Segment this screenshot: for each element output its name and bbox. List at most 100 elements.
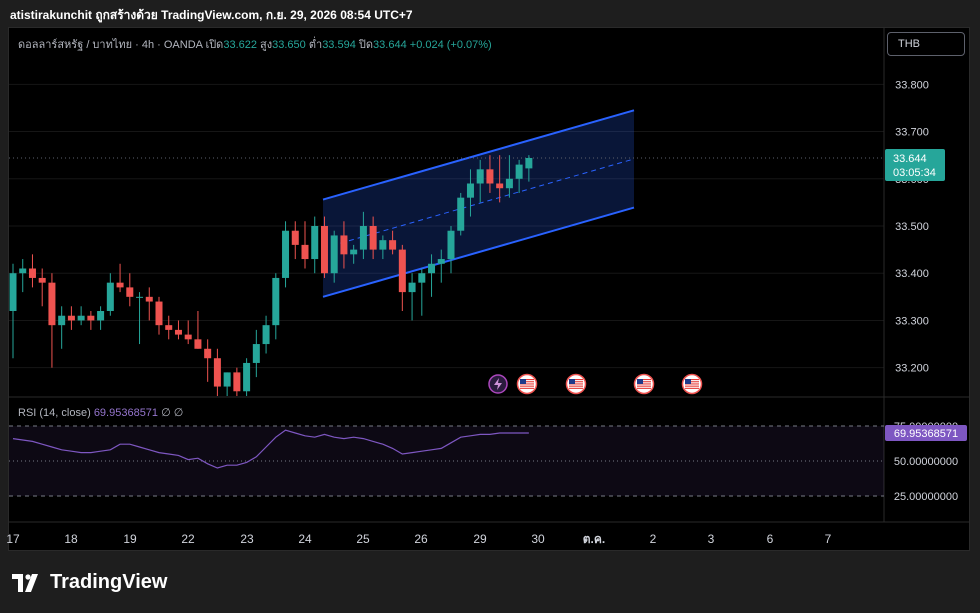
candle-body xyxy=(106,282,114,311)
flag-stripe xyxy=(520,387,534,389)
candle xyxy=(184,320,192,345)
candle-body xyxy=(19,268,27,274)
candles xyxy=(9,155,533,396)
candle-body xyxy=(515,164,523,179)
candle-body xyxy=(359,226,367,250)
candle xyxy=(476,159,484,203)
candle-body xyxy=(282,230,290,278)
candle xyxy=(447,226,455,274)
chart-panel[interactable] xyxy=(8,27,970,551)
us-flag-icon[interactable] xyxy=(633,373,655,395)
rsi-legend-value: 69.95368571 xyxy=(93,407,159,419)
candle-body xyxy=(301,244,309,260)
us-flag-icon[interactable] xyxy=(681,373,703,395)
lightning-icon[interactable] xyxy=(488,374,508,394)
time-tick-label: 23 xyxy=(240,532,254,546)
channel-fill xyxy=(323,110,634,297)
candle-body xyxy=(262,325,270,345)
flag-stripe xyxy=(569,387,583,389)
candle xyxy=(213,348,221,396)
candle xyxy=(262,315,270,354)
flag-stripe xyxy=(637,379,651,381)
rsi-value-box xyxy=(885,425,967,441)
time-axis: 17 18 19 22 23 24 25 26 29 30 ต.ค. 2 3 6 7 xyxy=(6,532,831,546)
candle-body xyxy=(389,240,397,250)
flag-stripe xyxy=(569,381,583,383)
candle-body xyxy=(155,301,163,326)
current-price-label: 33.644 03:05:34 xyxy=(885,149,945,181)
candle xyxy=(58,306,66,349)
rsi-band xyxy=(9,426,884,496)
candle xyxy=(408,273,416,321)
flag-stripe xyxy=(637,381,651,383)
candle-body xyxy=(165,325,173,330)
rsi-value-label: 69.95368571 xyxy=(885,425,967,441)
candle xyxy=(496,155,504,203)
rsi-title: RSI (14, close) xyxy=(18,407,91,419)
candle xyxy=(457,192,465,236)
candle xyxy=(136,292,144,345)
candle-body xyxy=(48,282,56,326)
lightning-bolt xyxy=(494,378,502,390)
candle xyxy=(466,169,474,217)
candle-body xyxy=(194,339,202,349)
candle xyxy=(145,287,153,321)
tradingview-mark-icon xyxy=(12,573,42,592)
candle xyxy=(330,230,338,283)
candle-body xyxy=(340,235,348,255)
candle xyxy=(48,273,56,368)
candle xyxy=(194,311,202,349)
candle-body xyxy=(408,282,416,293)
candle-body xyxy=(428,263,436,274)
candle-body xyxy=(233,372,241,392)
tradingview-logo: TradingView xyxy=(12,571,167,594)
candle-body xyxy=(447,230,455,260)
us-flag-icon[interactable] xyxy=(565,373,587,395)
candle-body xyxy=(213,358,221,387)
candle xyxy=(19,259,27,293)
rsi-pane: 75.0000000050.0000000025.0000000069.9536… xyxy=(9,421,967,503)
candle-body xyxy=(97,311,105,321)
candle-body xyxy=(58,315,66,326)
candle xyxy=(97,306,105,330)
price-grid xyxy=(9,28,969,523)
candle xyxy=(243,358,251,396)
time-tick-label: 7 xyxy=(825,532,832,546)
candle xyxy=(87,311,95,330)
price-tick-label: 33.500 xyxy=(895,221,929,233)
candle xyxy=(369,216,377,260)
candle xyxy=(359,211,367,260)
candle-body xyxy=(320,226,328,274)
candle xyxy=(28,254,36,288)
flag-stripe xyxy=(637,387,651,389)
candle-body xyxy=(223,372,231,387)
candle-body xyxy=(291,230,299,245)
countdown-value: 03:05:34 xyxy=(893,167,936,179)
candle xyxy=(437,249,445,283)
candle-body xyxy=(67,315,75,321)
candle-body xyxy=(466,183,474,198)
time-tick-label: 17 xyxy=(6,532,20,546)
candle-body xyxy=(9,273,17,311)
currency-button[interactable]: THB xyxy=(887,32,965,56)
candle xyxy=(379,235,387,260)
open-value: 33.622 xyxy=(223,39,257,51)
flag-stripe xyxy=(569,383,583,385)
us-flag-icon[interactable] xyxy=(516,373,538,395)
high-value: 33.650 xyxy=(272,39,306,51)
candle xyxy=(486,155,494,193)
candle xyxy=(428,254,436,297)
flag-stripe xyxy=(520,383,534,385)
candle-body xyxy=(486,169,494,184)
candle xyxy=(320,216,328,278)
candle xyxy=(350,244,358,264)
flag-canton xyxy=(569,379,575,384)
candle-body xyxy=(496,183,504,189)
candle-body xyxy=(252,344,260,363)
candle-body xyxy=(184,334,192,340)
brand-name: TradingView xyxy=(50,571,168,593)
candle xyxy=(340,221,348,269)
candle-body xyxy=(525,158,533,169)
channel-lower-line xyxy=(322,206,635,298)
